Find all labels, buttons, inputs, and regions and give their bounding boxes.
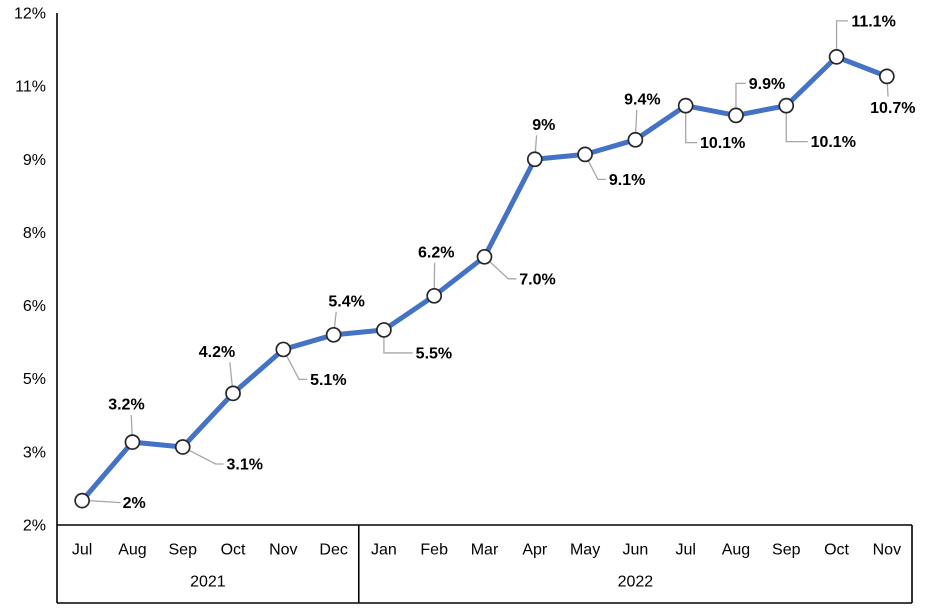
y-axis-tick-label: 6% xyxy=(23,298,46,315)
x-axis-year-label-2022: 2022 xyxy=(618,574,654,591)
y-axis-tick-label: 8% xyxy=(23,225,46,242)
x-axis-month-label: Apr xyxy=(522,542,548,559)
data-point-label: 5.1% xyxy=(310,372,346,389)
data-point-label: 7.0% xyxy=(519,271,555,288)
data-point-label: 10.1% xyxy=(811,134,856,151)
data-point-marker-aug-2022 xyxy=(729,108,743,122)
x-axis-year-label-2021: 2021 xyxy=(190,574,226,591)
data-point-marker-oct-2021 xyxy=(226,386,240,400)
x-axis-month-label: Jun xyxy=(622,542,648,559)
series-line xyxy=(82,57,887,501)
data-point-label: 5.5% xyxy=(416,345,452,362)
x-axis-month-label: Sep xyxy=(169,542,198,559)
x-axis-month-label: Jan xyxy=(371,542,397,559)
data-point-marker-may-2022 xyxy=(578,147,592,161)
data-point-marker-sep-2022 xyxy=(779,99,793,113)
data-point-label: 2% xyxy=(123,495,146,512)
data-point-label: 10.1% xyxy=(700,135,745,152)
y-axis-tick-label: 2% xyxy=(23,518,46,535)
data-point-marker-sep-2021 xyxy=(176,440,190,454)
data-point-marker-oct-2022 xyxy=(830,50,844,64)
data-point-label: 9% xyxy=(532,117,555,134)
x-axis-month-label: Sep xyxy=(772,542,801,559)
data-point-marker-jun-2022 xyxy=(628,133,642,147)
data-point-marker-mar-2022 xyxy=(478,250,492,264)
data-point-marker-jul-2022 xyxy=(679,99,693,113)
x-axis-month-label: Nov xyxy=(269,542,297,559)
y-axis-tick-label: 5% xyxy=(23,371,46,388)
y-axis-tick-label: 11% xyxy=(15,79,46,96)
data-point-label: 9.4% xyxy=(624,91,660,108)
x-axis-month-label: Oct xyxy=(824,542,849,559)
label-leader-line xyxy=(89,501,120,503)
data-point-marker-apr-2022 xyxy=(528,152,542,166)
y-axis-tick-label: 3% xyxy=(23,444,46,461)
data-point-marker-nov-2021 xyxy=(276,342,290,356)
x-axis-month-label: Mar xyxy=(471,542,499,559)
x-axis-month-label: Aug xyxy=(118,542,146,559)
data-point-marker-jan-2022 xyxy=(377,323,391,337)
x-axis-month-label: May xyxy=(570,542,600,559)
data-point-marker-nov-2022 xyxy=(880,69,894,83)
x-axis-month-label: Feb xyxy=(420,542,448,559)
data-point-label: 3.1% xyxy=(227,456,263,473)
data-point-marker-feb-2022 xyxy=(427,289,441,303)
y-axis-tick-label: 12% xyxy=(14,6,46,23)
x-axis-month-label: Oct xyxy=(221,542,246,559)
data-point-label: 10.7% xyxy=(870,100,915,117)
data-point-label: 3.2% xyxy=(108,397,144,414)
y-axis-tick-label: 9% xyxy=(23,152,46,169)
x-axis-month-label: Jul xyxy=(675,542,695,559)
data-point-label: 5.4% xyxy=(328,293,364,310)
data-point-label: 9.9% xyxy=(749,76,785,93)
x-axis-month-label: Jul xyxy=(72,542,92,559)
x-axis-month-label: Dec xyxy=(319,542,347,559)
data-point-label: 9.1% xyxy=(609,172,645,189)
data-point-marker-dec-2021 xyxy=(327,328,341,342)
data-point-marker-jul-2021 xyxy=(75,494,89,508)
data-point-label: 6.2% xyxy=(418,244,454,261)
x-axis-month-label: Aug xyxy=(722,542,750,559)
data-point-label: 4.2% xyxy=(199,344,235,361)
data-point-marker-aug-2021 xyxy=(125,435,139,449)
x-axis-month-label: Nov xyxy=(873,542,901,559)
data-point-label: 11.1% xyxy=(851,13,895,30)
